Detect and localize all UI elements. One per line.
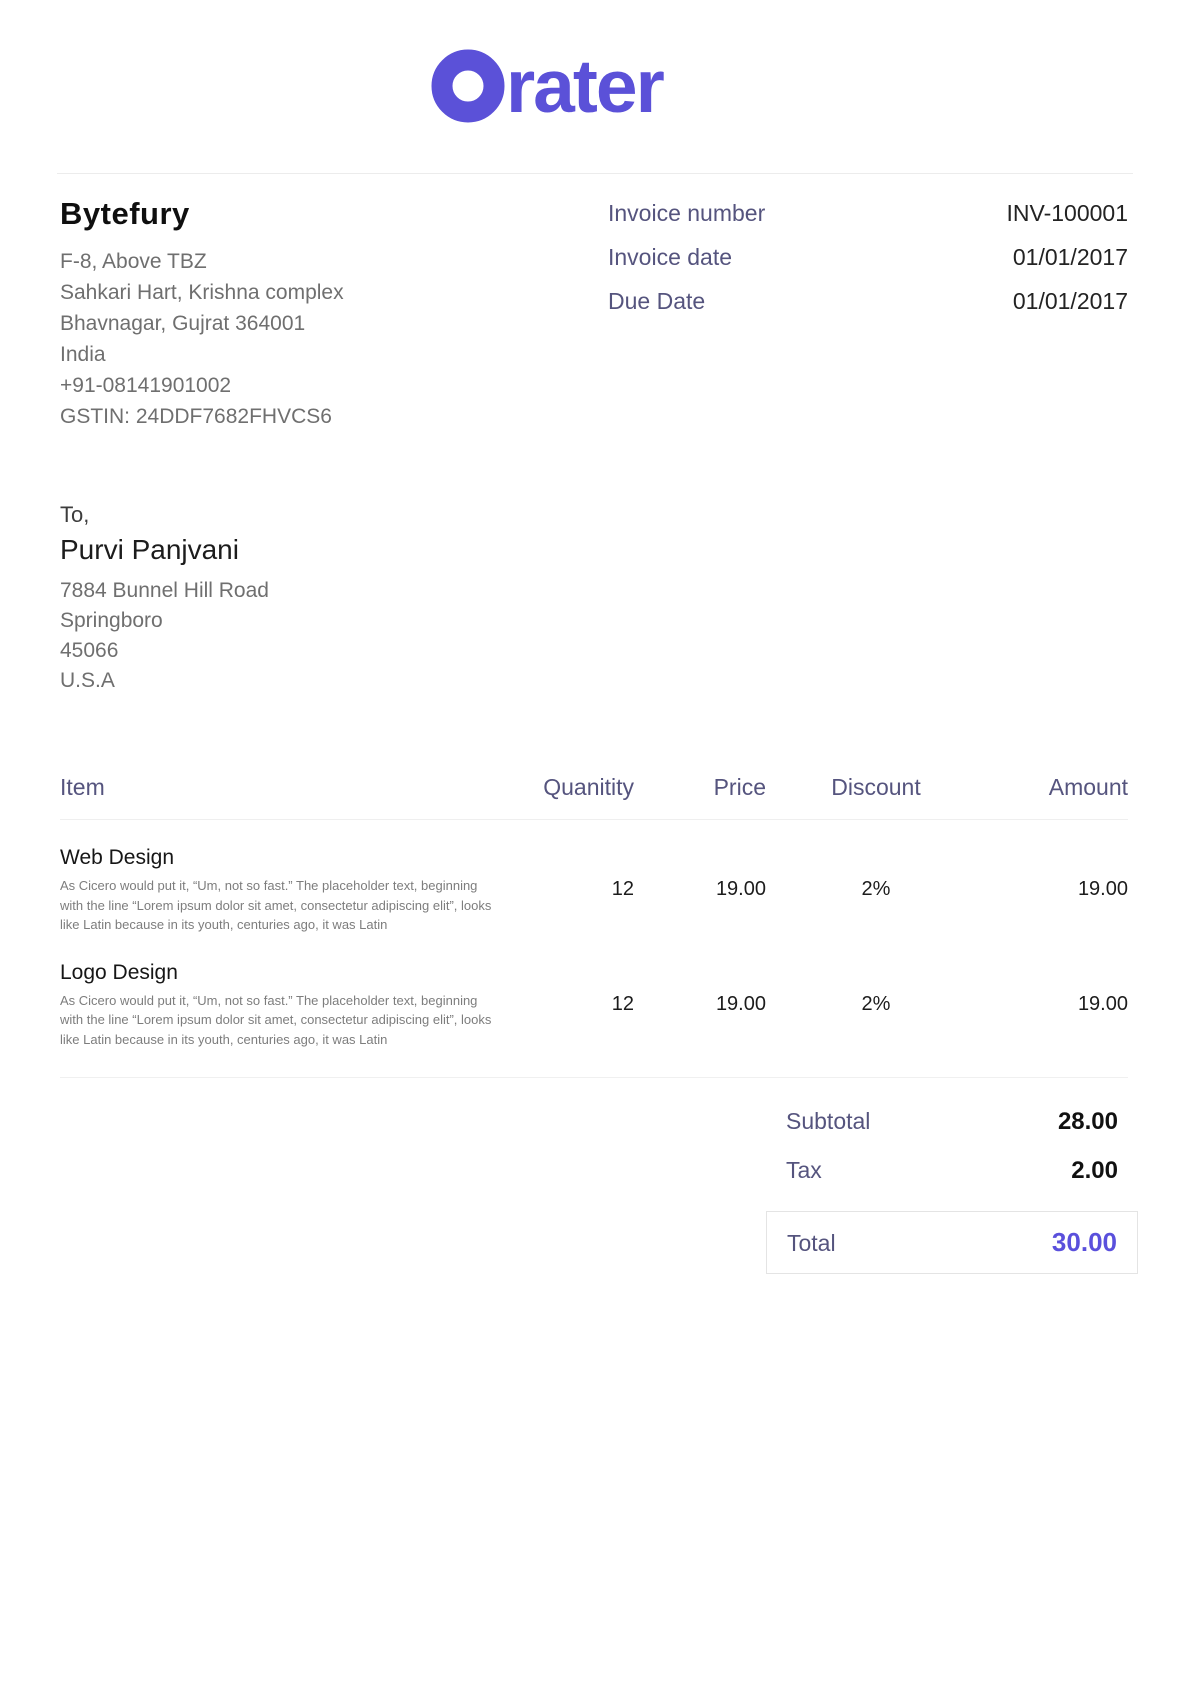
invoice-number-label: Invoice number xyxy=(608,200,766,226)
bill-to-prefix: To, xyxy=(60,502,90,527)
company-address-line: Bhavnagar, Gujrat 364001 xyxy=(60,312,306,335)
subtotal-label: Subtotal xyxy=(786,1108,871,1134)
item-quantity: 12 xyxy=(611,992,634,1015)
column-header-discount: Discount xyxy=(831,774,921,800)
item-amount: 19.00 xyxy=(1077,878,1128,900)
invoice-date-label: Invoice date xyxy=(608,244,733,270)
item-price: 19.00 xyxy=(715,878,766,900)
subtotal-row: Subtotal 28.00 xyxy=(766,1108,1138,1136)
logo-text: rater xyxy=(506,44,665,123)
table-row: Web Design As Cicero would put it, “Um, … xyxy=(60,820,1128,935)
column-header-amount: Amount xyxy=(1048,774,1128,800)
item-description: As Cicero would put it, “Um, not so fast… xyxy=(60,878,492,932)
item-cell: Web Design As Cicero would put it, “Um, … xyxy=(60,844,491,935)
company-block: Bytefury F-8, Above TBZ Sahkari Hart, Kr… xyxy=(60,196,344,432)
invoice-number-row: Invoice number INV-100001 xyxy=(608,200,1128,227)
crater-logo: rater xyxy=(430,38,760,128)
table-bottom-divider xyxy=(60,1077,1128,1078)
company-gstin: GSTIN: 24DDF7682FHVCS6 xyxy=(60,405,332,428)
item-cell: Logo Design As Cicero would put it, “Um,… xyxy=(60,959,491,1050)
total-value: 30.00 xyxy=(1051,1227,1117,1257)
invoice-number-value: INV-100001 xyxy=(1006,200,1128,226)
column-header-price: Price xyxy=(713,774,766,800)
customer-address-line: 45066 xyxy=(60,639,119,662)
items-table-header: Item Quanitity Price Discount Amount xyxy=(60,774,1128,820)
customer-address-line: U.S.A xyxy=(60,669,115,692)
company-address: F-8, Above TBZ Sahkari Hart, Krishna com… xyxy=(60,246,344,432)
invoice-date-value: 01/01/2017 xyxy=(1012,244,1128,270)
customer-address-line: Springboro xyxy=(60,609,163,632)
header: rater xyxy=(0,38,1190,128)
company-address-line: F-8, Above TBZ xyxy=(60,250,207,273)
item-quantity: 12 xyxy=(611,878,634,900)
company-phone: +91-08141901002 xyxy=(60,374,232,397)
header-divider xyxy=(57,173,1133,174)
due-date-value: 01/01/2017 xyxy=(1012,288,1128,314)
invoice-meta-block: Invoice number INV-100001 Invoice date 0… xyxy=(608,200,1128,432)
item-name: Logo Design xyxy=(60,960,178,984)
company-address-line: India xyxy=(60,343,106,366)
tax-value: 2.00 xyxy=(1071,1157,1118,1184)
bill-to-section: To, Purvi Panjvani 7884 Bunnel Hill Road… xyxy=(60,500,1130,696)
item-name: Web Design xyxy=(60,846,175,869)
total-label: Total xyxy=(787,1230,836,1256)
info-section: Bytefury F-8, Above TBZ Sahkari Hart, Kr… xyxy=(60,196,1128,432)
items-table: Item Quanitity Price Discount Amount Web… xyxy=(60,774,1128,1078)
due-date-row: Due Date 01/01/2017 xyxy=(608,288,1128,315)
due-date-label: Due Date xyxy=(608,288,706,314)
item-discount: 2% xyxy=(861,878,891,900)
totals-section: Subtotal 28.00 Tax 2.00 Total 30.00 xyxy=(766,1108,1138,1274)
item-price: 19.00 xyxy=(715,992,766,1015)
tax-row: Tax 2.00 xyxy=(766,1157,1138,1185)
column-header-item: Item xyxy=(60,774,105,800)
item-description: As Cicero would put it, “Um, not so fast… xyxy=(60,992,492,1047)
customer-address-line: 7884 Bunnel Hill Road xyxy=(60,579,269,602)
subtotal-value: 28.00 xyxy=(1057,1108,1118,1135)
invoice-date-row: Invoice date 01/01/2017 xyxy=(608,244,1128,271)
total-box: Total 30.00 xyxy=(766,1211,1138,1274)
company-name: Bytefury xyxy=(60,196,190,231)
company-address-line: Sahkari Hart, Krishna complex xyxy=(60,281,344,304)
customer-address: 7884 Bunnel Hill Road Springboro 45066 U… xyxy=(60,576,1130,696)
crater-logo-icon: rater xyxy=(431,44,758,128)
item-amount: 19.00 xyxy=(1077,992,1128,1015)
table-row: Logo Design As Cicero would put it, “Um,… xyxy=(60,935,1128,1050)
customer-name: Purvi Panjvani xyxy=(60,534,239,565)
column-header-quantity: Quanitity xyxy=(543,774,634,800)
item-discount: 2% xyxy=(861,992,891,1015)
tax-label: Tax xyxy=(786,1157,822,1183)
